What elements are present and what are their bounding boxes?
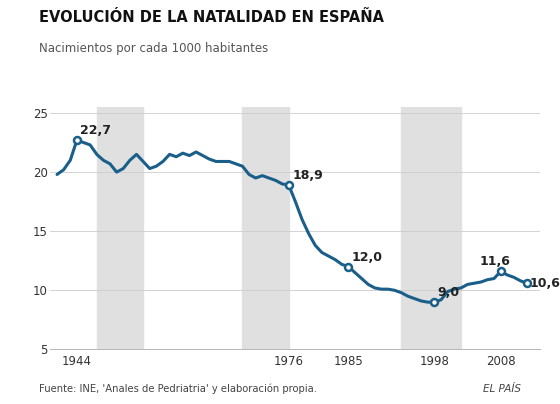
Text: 22,7: 22,7: [80, 124, 111, 137]
Text: Fuente: INE, 'Anales de Pedriatria' y elaboración propia.: Fuente: INE, 'Anales de Pedriatria' y el…: [39, 383, 317, 394]
Bar: [97, 107, 143, 349]
Text: EVOLUCIÓN DE LA NATALIDAD EN ESPAÑA: EVOLUCIÓN DE LA NATALIDAD EN ESPAÑA: [39, 10, 384, 25]
Text: 9,0: 9,0: [438, 286, 460, 299]
Bar: [402, 107, 461, 349]
Text: EL PAÍS: EL PAÍS: [483, 384, 521, 394]
Text: 12,0: 12,0: [352, 251, 382, 264]
Text: 10,6: 10,6: [529, 277, 560, 290]
Text: Nacimientos por cada 1000 habitantes: Nacimientos por cada 1000 habitantes: [39, 42, 268, 55]
Bar: [242, 107, 289, 349]
Text: 11,6: 11,6: [479, 255, 510, 269]
Text: 18,9: 18,9: [292, 169, 323, 182]
